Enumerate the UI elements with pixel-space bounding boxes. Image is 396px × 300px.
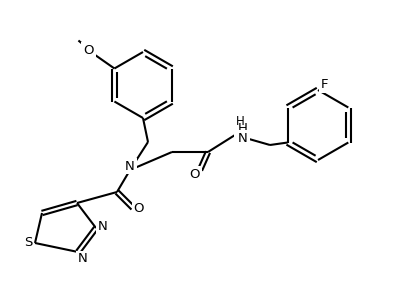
Text: N: N xyxy=(78,253,88,266)
Text: N: N xyxy=(238,131,248,145)
Text: H: H xyxy=(238,122,248,136)
Text: O: O xyxy=(83,44,94,57)
Text: O: O xyxy=(190,167,200,181)
Text: F: F xyxy=(321,79,329,92)
Text: H
N: H N xyxy=(236,115,244,143)
Text: O: O xyxy=(134,202,144,214)
Text: N: N xyxy=(98,220,108,232)
Text: S: S xyxy=(24,236,32,250)
Text: N: N xyxy=(125,160,135,172)
